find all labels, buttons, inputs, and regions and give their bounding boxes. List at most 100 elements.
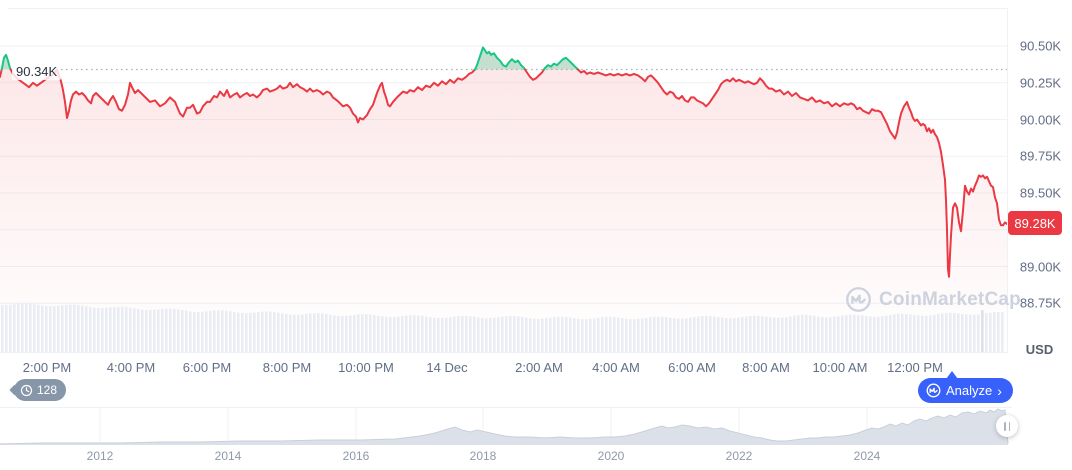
x-axis-label: 14 Dec [426, 360, 468, 375]
volume-bar [205, 311, 208, 352]
volume-bar [169, 308, 172, 352]
volume-bar [445, 317, 448, 352]
price-chart-svg[interactable] [0, 0, 1007, 354]
volume-bar [757, 315, 760, 352]
volume-bar [425, 316, 428, 352]
navigator-drag-handle[interactable] [996, 415, 1018, 437]
last-price-badge: 89.28K [1008, 211, 1062, 235]
volume-bar [265, 311, 268, 352]
volume-bar [125, 306, 128, 352]
volume-bar [761, 316, 764, 352]
volume-bar [469, 316, 472, 352]
volume-bar [721, 317, 724, 352]
volume-bar [705, 315, 708, 352]
navigator-top-border [0, 407, 1012, 408]
volume-bar [141, 309, 144, 352]
volume-bar [417, 315, 420, 352]
volume-bar [817, 316, 820, 352]
volume-bar [545, 318, 548, 352]
volume-bar [497, 317, 500, 352]
y-axis-panel: 90.50K 90.25K 90.00K 89.75K 89.50K 89.00K 88.7… [1007, 8, 1072, 353]
price-area-fill [0, 47, 1007, 352]
volume-bar [285, 314, 288, 352]
volume-bar [625, 318, 628, 352]
volume-bar [629, 319, 632, 352]
volume-bar [669, 317, 672, 352]
volume-bar [173, 308, 176, 352]
volume-bar [577, 318, 580, 352]
volume-bar [693, 317, 696, 352]
volume-bar [973, 314, 976, 352]
x-axis-label: 6:00 PM [182, 360, 232, 375]
volume-bar [701, 316, 704, 352]
volume-bar [949, 312, 952, 352]
volume-bar [449, 317, 452, 352]
timeline-navigator[interactable] [0, 407, 1012, 446]
volume-bar [217, 310, 220, 352]
volume-bar [397, 316, 400, 352]
volume-bar [17, 303, 20, 352]
volume-bar [369, 314, 372, 352]
analyze-button[interactable]: Analyze › [918, 378, 1013, 403]
volume-bar [457, 316, 460, 352]
volume-bar [833, 316, 836, 352]
y-axis-label: 89.00K [1019, 259, 1062, 274]
volume-bar [421, 315, 424, 352]
volume-bar [661, 316, 664, 352]
volume-bar [197, 312, 200, 352]
volume-bar [717, 317, 720, 352]
volume-bar [409, 315, 412, 352]
x-axis-label: 10:00 AM [812, 360, 868, 375]
volume-bar [385, 316, 388, 352]
volume-bar [653, 316, 656, 352]
volume-bar [521, 317, 524, 352]
volume-bar [393, 316, 396, 352]
coinmarketcap-logo-icon [846, 287, 871, 312]
x-axis-border [0, 352, 1007, 353]
history-count-badge[interactable]: 128 [14, 379, 67, 401]
navigator-year-label: 2022 [725, 449, 753, 463]
volume-bar [501, 316, 504, 352]
volume-bar [573, 318, 576, 352]
volume-bar [465, 315, 468, 352]
volume-bar [737, 317, 740, 352]
volume-bar [649, 317, 652, 352]
volume-bar [893, 314, 896, 352]
volume-bar [909, 314, 912, 352]
volume-bar [849, 314, 852, 352]
price-line-up [543, 56, 579, 71]
volume-bar [321, 313, 324, 352]
volume-bar [481, 317, 484, 352]
volume-bar [305, 313, 308, 352]
volume-bar [105, 307, 108, 352]
volume-bar [249, 312, 252, 352]
volume-bar [569, 317, 572, 352]
volume-bar [557, 316, 560, 352]
volume-bar [841, 315, 844, 352]
volume-bar [977, 314, 980, 352]
volume-bar [901, 313, 904, 352]
x-axis-label: 10:00 PM [338, 360, 394, 375]
volume-bar [113, 307, 116, 352]
volume-bar [829, 317, 832, 352]
volume-bar [49, 306, 52, 352]
volume-bar [609, 316, 612, 352]
volume-bar [905, 314, 908, 352]
volume-bar [697, 316, 700, 352]
volume-bar [281, 313, 284, 352]
volume-bar [57, 305, 60, 352]
volume-bar [861, 315, 864, 352]
volume-bar [741, 317, 744, 352]
volume-bar [81, 305, 84, 352]
volume-bar [261, 311, 264, 352]
volume-bar [881, 316, 884, 352]
volume-bar [961, 313, 964, 352]
currency-label[interactable]: USD [1025, 342, 1054, 357]
volume-bar [21, 303, 24, 352]
volume-bar [585, 319, 588, 352]
volume-bar [593, 318, 596, 352]
x-axis-label: 12:00 PM [887, 360, 943, 375]
volume-bar [77, 305, 80, 352]
volume-bar [781, 317, 784, 352]
volume-bar [137, 309, 140, 352]
